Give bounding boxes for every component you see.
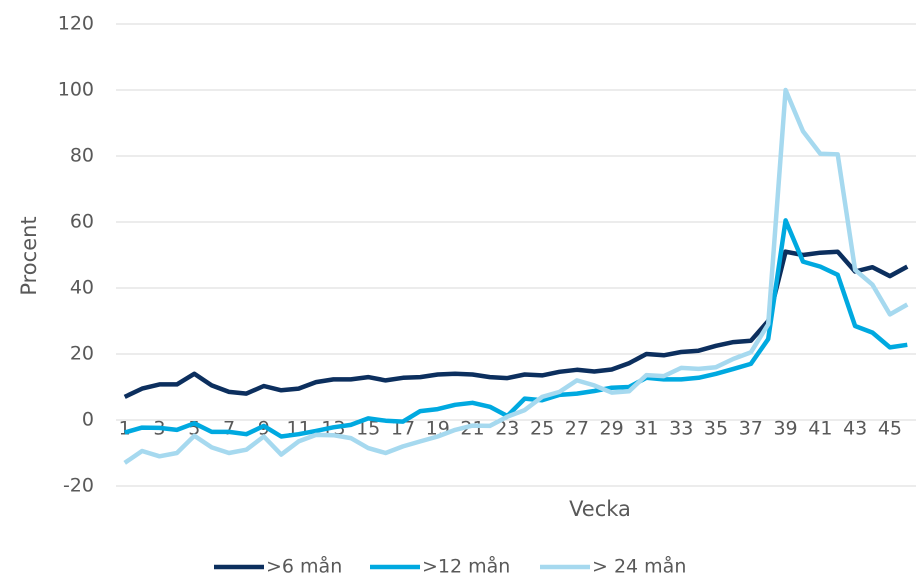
x-tick-label: 33 <box>669 418 693 440</box>
x-tick-label: 41 <box>808 418 832 440</box>
x-tick-label: 29 <box>600 418 624 440</box>
x-tick-label: 23 <box>495 418 519 440</box>
x-tick-label: 37 <box>739 418 763 440</box>
y-tick-label: 100 <box>58 79 94 101</box>
x-tick-label: 39 <box>773 418 797 440</box>
series-line <box>124 218 908 439</box>
legend-label: > 24 mån <box>592 555 686 578</box>
series-line <box>123 249 909 399</box>
y-tick-label: -20 <box>63 475 94 497</box>
y-tick-label: 20 <box>70 343 94 365</box>
y-tick-label: 80 <box>70 145 94 167</box>
x-axis-label: Vecka <box>569 497 631 521</box>
x-tick-label: 21 <box>460 418 484 440</box>
y-tick-label: 120 <box>58 13 94 35</box>
x-tick-label: 45 <box>878 418 902 440</box>
x-tick-label: 25 <box>530 418 554 440</box>
y-axis-label: Procent <box>17 216 41 295</box>
series-line <box>123 87 909 465</box>
x-tick-label: 27 <box>565 418 589 440</box>
x-tick-label: 7 <box>223 418 235 440</box>
y-tick-label: 0 <box>82 409 94 431</box>
legend-label: >12 mån <box>422 555 510 578</box>
y-tick-label: 40 <box>70 277 94 299</box>
x-tick-label: 31 <box>634 418 658 440</box>
legend-label: >6 mån <box>266 555 342 578</box>
x-tick-label: 1 <box>119 418 131 440</box>
x-tick-label: 43 <box>843 418 867 440</box>
y-tick-label: 60 <box>70 211 94 233</box>
x-tick-label: 35 <box>704 418 728 440</box>
